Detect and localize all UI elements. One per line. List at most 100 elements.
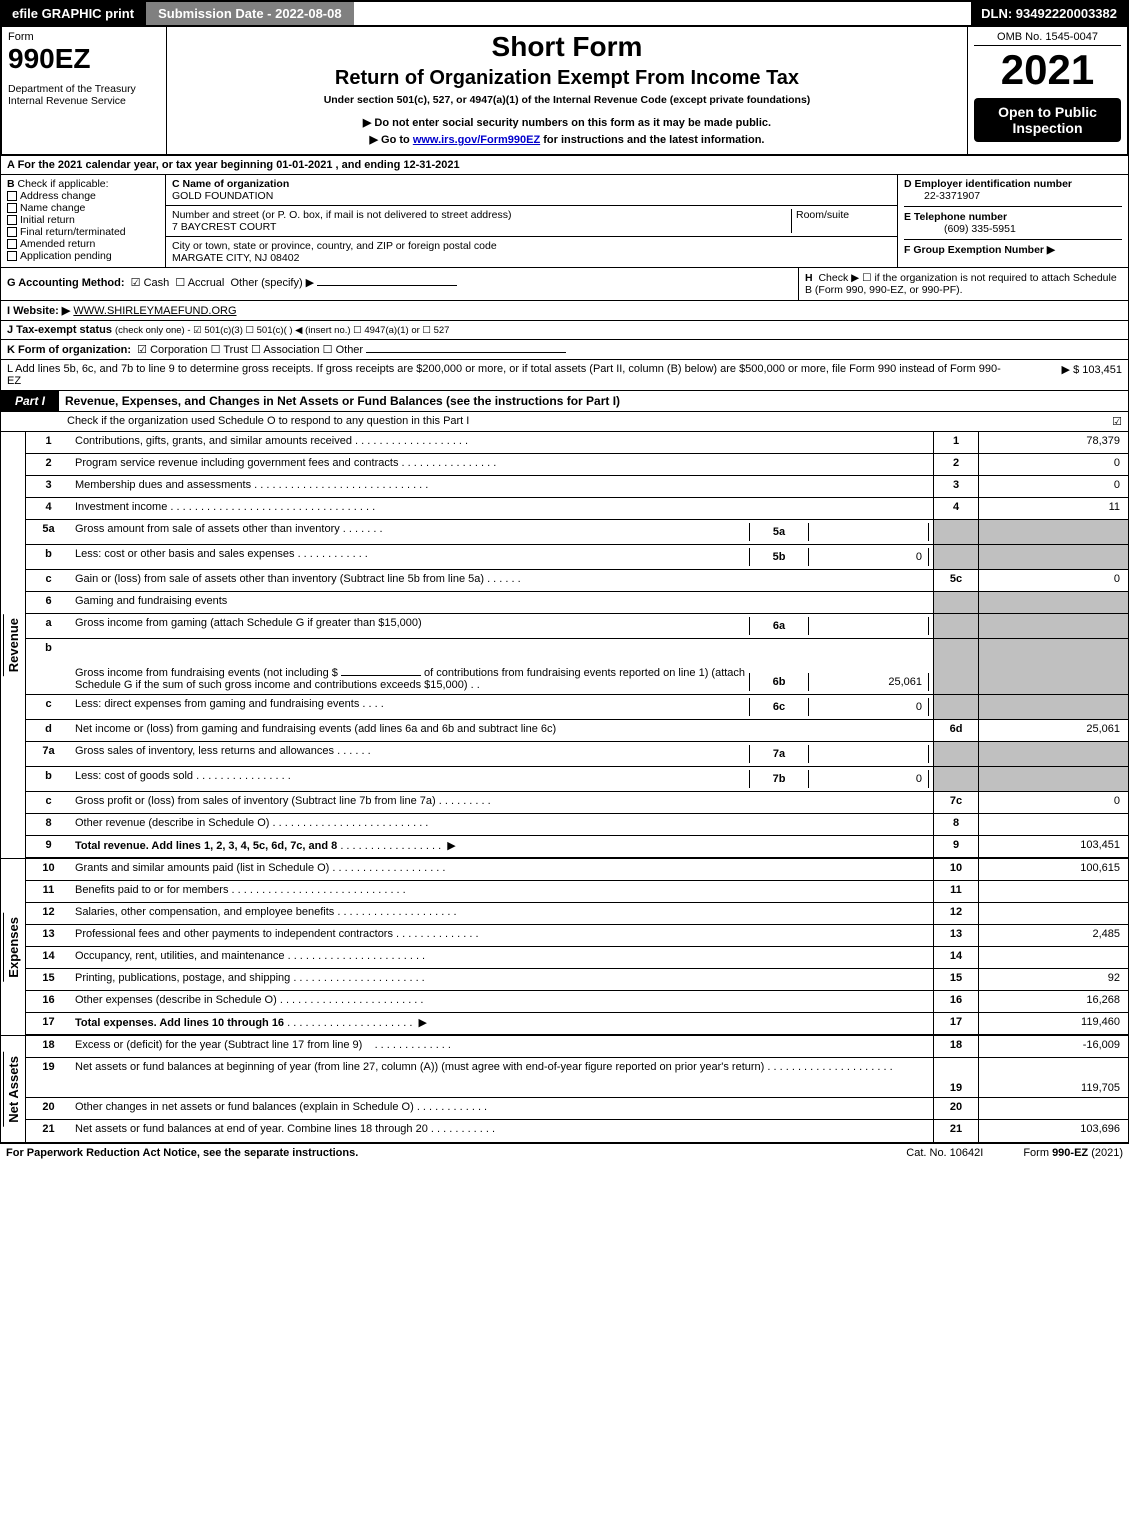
line-6: 6 Gaming and fundraising events [26, 592, 1128, 614]
l21-rn: 21 [933, 1120, 978, 1142]
l4-num: 4 [26, 498, 71, 519]
short-form-title: Short Form [173, 31, 961, 63]
l6-desc: Gaming and fundraising events [71, 592, 933, 613]
d-label: D Employer identification number [904, 178, 1072, 190]
l13-num: 13 [26, 925, 71, 946]
org-address: 7 BAYCREST COURT [172, 221, 276, 233]
l6b-val-shaded [978, 639, 1128, 694]
line-4: 4 Investment income . . . . . . . . . . … [26, 498, 1128, 520]
l11-num: 11 [26, 881, 71, 902]
k-row: K Form of organization: ☑ Corporation ☐ … [0, 340, 1129, 360]
l4-desc: Investment income [75, 501, 167, 513]
ein-cell: D Employer identification number 22-3371… [904, 178, 1122, 207]
l2-val: 0 [978, 454, 1128, 475]
l1-val: 78,379 [978, 432, 1128, 453]
l6c-val-shaded [978, 695, 1128, 719]
l7a-rn-shaded [933, 742, 978, 766]
footer-catno: Cat. No. 10642I [906, 1147, 983, 1159]
l21-val: 103,696 [978, 1120, 1128, 1142]
l12-val [978, 903, 1128, 924]
col-b: B Check if applicable: Address change Na… [1, 175, 166, 267]
l9-rn: 9 [933, 836, 978, 857]
l3-rn: 3 [933, 476, 978, 497]
line-6b: b Gross income from fundraising events (… [26, 639, 1128, 695]
checkbox-application-pending[interactable] [7, 251, 17, 261]
revenue-vlabel: Revenue [3, 614, 23, 676]
l20-rn: 20 [933, 1098, 978, 1119]
revenue-section: Revenue 1 Contributions, gifts, grants, … [0, 432, 1129, 858]
l2-desc: Program service revenue including govern… [75, 457, 398, 469]
l17-desc: Total expenses. Add lines 10 through 16 [75, 1017, 284, 1029]
h-text: Check ▶ ☐ if the organization is not req… [805, 272, 1117, 296]
l6b-sv: 25,061 [809, 673, 929, 691]
opt-application-pending: Application pending [20, 250, 112, 262]
irs-link[interactable]: www.irs.gov/Form990EZ [413, 134, 540, 146]
checkbox-amended-return[interactable] [7, 239, 17, 249]
l5c-rn: 5c [933, 570, 978, 591]
website-value[interactable]: WWW.SHIRLEYMAEFUND.ORG [73, 305, 236, 317]
line-11: 11 Benefits paid to or for members . . .… [26, 881, 1128, 903]
l7c-desc: Gross profit or (loss) from sales of inv… [75, 795, 436, 807]
l16-desc: Other expenses (describe in Schedule O) [75, 994, 277, 1006]
line-19: 19 Net assets or fund balances at beginn… [26, 1058, 1128, 1098]
room-suite: Room/suite [791, 209, 891, 233]
l6a-desc: Gross income from gaming (attach Schedul… [75, 617, 422, 629]
group-exemption-cell: F Group Exemption Number ▶ [904, 244, 1122, 256]
l15-val: 92 [978, 969, 1128, 990]
footer-paperwork: For Paperwork Reduction Act Notice, see … [6, 1147, 358, 1159]
l14-desc: Occupancy, rent, utilities, and maintena… [75, 950, 285, 962]
line-6c: c Less: direct expenses from gaming and … [26, 695, 1128, 720]
checkbox-name-change[interactable] [7, 203, 17, 213]
line-6d: d Net income or (loss) from gaming and f… [26, 720, 1128, 742]
checkbox-address-change[interactable] [7, 191, 17, 201]
l17-rn: 17 [933, 1013, 978, 1034]
line-15: 15 Printing, publications, postage, and … [26, 969, 1128, 991]
line-21: 21 Net assets or fund balances at end of… [26, 1120, 1128, 1142]
checkbox-final-return[interactable] [7, 227, 17, 237]
i-row: I Website: ▶ WWW.SHIRLEYMAEFUND.ORG [0, 301, 1129, 321]
l-row: L Add lines 5b, 6c, and 7b to line 9 to … [0, 360, 1129, 391]
l12-num: 12 [26, 903, 71, 924]
expenses-vlabel: Expenses [3, 913, 23, 982]
l5a-val-shaded [978, 520, 1128, 544]
line-2: 2 Program service revenue including gove… [26, 454, 1128, 476]
l7b-rn-shaded [933, 767, 978, 791]
line-7b: b Less: cost of goods sold . . . . . . .… [26, 767, 1128, 792]
part1-checkbox[interactable]: ☑ [1092, 415, 1122, 428]
l8-desc: Other revenue (describe in Schedule O) [75, 817, 269, 829]
header-center: Short Form Return of Organization Exempt… [167, 27, 967, 154]
l19-val: 119,705 [978, 1058, 1128, 1097]
l5b-val-shaded [978, 545, 1128, 569]
l12-rn: 12 [933, 903, 978, 924]
header-left: Form 990EZ Department of the Treasury In… [2, 27, 167, 154]
checkbox-initial-return[interactable] [7, 215, 17, 225]
l13-desc: Professional fees and other payments to … [75, 928, 393, 940]
b-text: Check if applicable: [18, 178, 109, 190]
line-18: 18 Excess or (deficit) for the year (Sub… [26, 1036, 1128, 1058]
l17-val: 119,460 [978, 1013, 1128, 1034]
l5a-num: 5a [26, 520, 71, 544]
l13-rn: 13 [933, 925, 978, 946]
line-13: 13 Professional fees and other payments … [26, 925, 1128, 947]
l9-num: 9 [26, 836, 71, 857]
l-text: L Add lines 5b, 6c, and 7b to line 9 to … [7, 363, 1002, 387]
footer-pre: Form [1023, 1147, 1052, 1159]
e-label: E Telephone number [904, 211, 1007, 223]
l20-desc: Other changes in net assets or fund bala… [75, 1101, 414, 1113]
revenue-vlabel-col: Revenue [1, 432, 26, 858]
l16-num: 16 [26, 991, 71, 1012]
l5b-sv: 0 [809, 548, 929, 566]
footer-formref: Form 990-EZ (2021) [1023, 1147, 1123, 1159]
expenses-vlabel-col: Expenses [1, 859, 26, 1035]
l7a-val-shaded [978, 742, 1128, 766]
l6d-rn: 6d [933, 720, 978, 741]
netassets-section: Net Assets 18 Excess or (deficit) for th… [0, 1035, 1129, 1143]
l20-num: 20 [26, 1098, 71, 1119]
efile-print[interactable]: efile GRAPHIC print [2, 2, 144, 25]
part1-header-row: Part I Revenue, Expenses, and Changes in… [0, 391, 1129, 412]
l16-rn: 16 [933, 991, 978, 1012]
l6c-desc: Less: direct expenses from gaming and fu… [75, 698, 359, 710]
form-label: Form [8, 31, 160, 43]
l19-rn: 19 [933, 1058, 978, 1097]
l6d-num: d [26, 720, 71, 741]
